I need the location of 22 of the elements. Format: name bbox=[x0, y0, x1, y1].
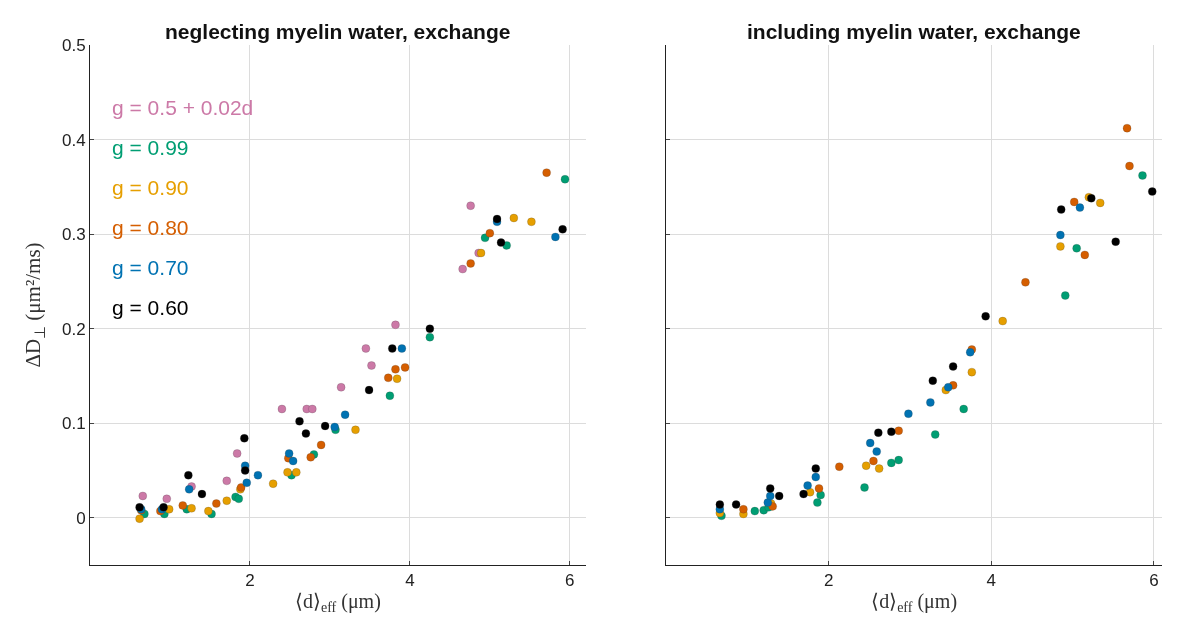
text: g = 0.60 bbox=[112, 296, 189, 319]
y-tick-label: 0.1 bbox=[61, 414, 86, 434]
y-tick-label: 0.3 bbox=[61, 225, 86, 245]
x-tick-label: 4 bbox=[986, 571, 997, 591]
x-axis-title: ⟨d⟩$_{eff}$ (μm) bbox=[294, 589, 381, 616]
x-tick-label: 2 bbox=[824, 571, 834, 591]
text: g = 0.70 bbox=[112, 256, 189, 279]
y-tick-label: 0.5 bbox=[61, 35, 86, 55]
x-axis-title: ⟨d⟩$_{eff}$ (μm) bbox=[871, 589, 958, 616]
text: g = 0.80 bbox=[112, 216, 189, 239]
chart-title: including myelin water, exchange bbox=[747, 20, 1081, 43]
text: g = 0.5 + 0.02d bbox=[112, 96, 254, 119]
chart-title: neglecting myelin water, exchange bbox=[165, 20, 511, 43]
x-tick-label: 6 bbox=[1149, 571, 1159, 591]
x-tick-label: 6 bbox=[565, 571, 575, 591]
x-tick-label: 2 bbox=[245, 571, 255, 591]
y-tick-label: 0.4 bbox=[61, 130, 86, 150]
text: g = 0.99 bbox=[112, 136, 189, 159]
text: g = 0.90 bbox=[112, 176, 189, 199]
y-tick-label: 0.2 bbox=[61, 319, 86, 339]
x-tick-label: 4 bbox=[405, 571, 415, 591]
y-tick-label: 0 bbox=[76, 508, 86, 528]
